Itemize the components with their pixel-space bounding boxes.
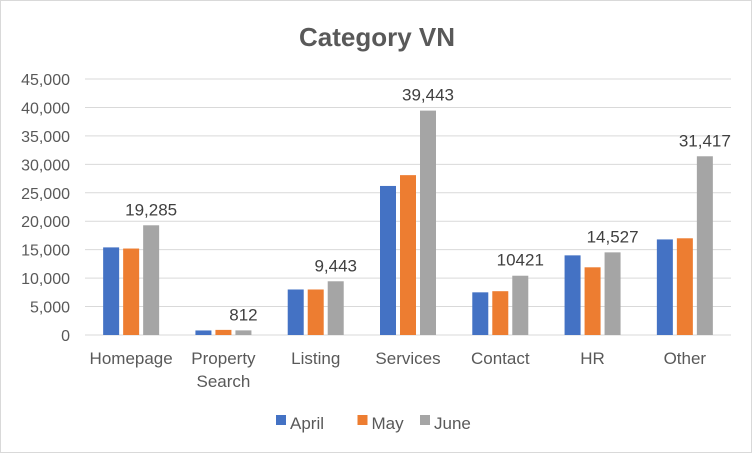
data-label: 39,443 bbox=[402, 86, 454, 105]
bars bbox=[103, 110, 713, 335]
bar-april bbox=[472, 292, 489, 335]
bar-june bbox=[327, 281, 344, 335]
bar-june bbox=[512, 275, 529, 335]
y-tick-label: 5,000 bbox=[30, 300, 70, 317]
x-axis-categories: Homepage Property Search Listing Services Con… bbox=[90, 349, 707, 391]
bar-may bbox=[123, 248, 140, 335]
y-tick-label: 0 bbox=[61, 328, 70, 345]
x-category-label: Listing bbox=[291, 349, 340, 368]
legend-item-june: June bbox=[420, 414, 471, 433]
bar-april bbox=[564, 255, 581, 335]
legend-label: April bbox=[290, 414, 324, 433]
data-label: 31,417 bbox=[679, 131, 731, 150]
data-label: 10421 bbox=[497, 251, 544, 270]
y-tick-label: 30,000 bbox=[21, 157, 70, 174]
legend: April May June bbox=[276, 414, 471, 433]
legend-label: May bbox=[372, 414, 405, 433]
y-tick-label: 35,000 bbox=[21, 129, 70, 146]
data-label: 19,285 bbox=[125, 200, 177, 219]
bar-april bbox=[380, 185, 396, 335]
data-label: 14,527 bbox=[587, 227, 639, 246]
bar-april bbox=[287, 289, 304, 335]
y-tick-label: 40,000 bbox=[21, 100, 70, 117]
x-category-label: Homepage bbox=[90, 349, 173, 368]
x-category-label: HR bbox=[580, 349, 605, 368]
bar-june bbox=[235, 330, 252, 335]
chart-title: Category VN bbox=[299, 22, 455, 52]
bar-april bbox=[103, 247, 120, 335]
data-label: 9,443 bbox=[314, 256, 357, 275]
bar-april bbox=[195, 330, 212, 335]
bar-may bbox=[584, 267, 601, 335]
bar-june bbox=[696, 156, 713, 335]
data-labels: 19,285 812 9,443 39,443 10421 14,527 31,417 bbox=[125, 86, 731, 325]
x-category-label: Contact bbox=[471, 349, 530, 368]
bar-april bbox=[656, 239, 673, 335]
bar-may bbox=[676, 238, 693, 335]
bar-may bbox=[492, 291, 509, 335]
x-category-label: Other bbox=[664, 349, 707, 368]
bar-may bbox=[400, 175, 416, 335]
y-tick-label: 10,000 bbox=[21, 271, 70, 288]
bar-june bbox=[420, 110, 436, 335]
bar-may bbox=[307, 289, 324, 335]
legend-swatch bbox=[357, 415, 368, 425]
legend-item-april: April bbox=[276, 414, 324, 433]
x-category-label: Property Search bbox=[191, 349, 256, 391]
legend-swatch bbox=[420, 415, 430, 425]
x-category-label: Services bbox=[375, 349, 440, 368]
bar-june bbox=[604, 252, 621, 335]
legend-swatch bbox=[276, 415, 286, 425]
data-label: 812 bbox=[229, 305, 257, 324]
y-axis-ticks: 0 5,000 10,000 15,000 20,000 25,000 30,000 35,0… bbox=[21, 72, 70, 345]
legend-item-may: May bbox=[357, 414, 405, 433]
y-tick-label: 20,000 bbox=[21, 214, 70, 231]
bar-may bbox=[215, 329, 232, 335]
y-tick-label: 15,000 bbox=[21, 243, 70, 260]
legend-label: June bbox=[434, 414, 471, 433]
y-tick-label: 25,000 bbox=[21, 186, 70, 203]
y-tick-label: 45,000 bbox=[21, 72, 70, 89]
bar-june bbox=[143, 225, 160, 335]
